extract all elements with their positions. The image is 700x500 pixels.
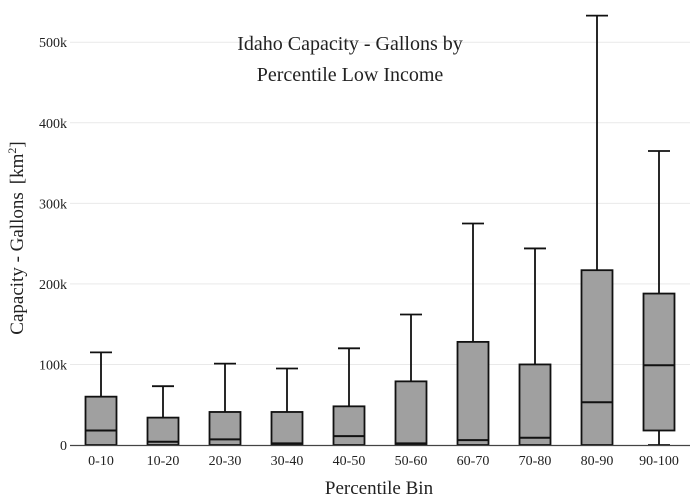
- box-0-10: [84, 351, 118, 446]
- x-tick-label: 70-80: [519, 454, 552, 469]
- y-tick-label: 300k: [39, 197, 67, 212]
- y-tick-label: 0: [60, 439, 67, 454]
- box-10-20: [146, 385, 180, 446]
- box-body: [456, 340, 490, 446]
- box-50-60: [394, 313, 428, 446]
- x-tick-label: 0-10: [88, 454, 114, 469]
- box-body: [270, 411, 304, 446]
- x-tick-label: 60-70: [457, 454, 490, 469]
- x-tick-label: 20-30: [209, 454, 242, 469]
- y-axis-title-main: Capacity - Gallons: [7, 192, 28, 334]
- box-body: [642, 292, 676, 432]
- box-20-30: [208, 362, 242, 446]
- box-body: [394, 380, 428, 446]
- box-body: [580, 269, 614, 446]
- box-body: [518, 363, 552, 446]
- chart-title-line-2: Percentile Low Income: [257, 64, 444, 86]
- x-tick-label: 50-60: [395, 454, 428, 469]
- box-40-50: [332, 347, 366, 446]
- y-axis-title: Capacity - Gallons [km2]: [5, 141, 28, 334]
- y-tick-labels: 0 100k 200k 300k 400k 500k: [39, 36, 67, 454]
- x-tick-label: 80-90: [581, 454, 614, 469]
- x-tick-label: 90-100: [639, 454, 679, 469]
- box-body: [84, 395, 118, 446]
- y-tick-label: 400k: [39, 117, 67, 132]
- x-tick-label: 10-20: [147, 454, 180, 469]
- x-tick-label: 30-40: [271, 454, 304, 469]
- box-body: [146, 416, 180, 446]
- y-axis-title-superscript: 2: [5, 148, 19, 154]
- y-axis-title-close: ]: [7, 141, 28, 147]
- box-70-80: [518, 247, 552, 446]
- x-axis-title: Percentile Bin: [325, 478, 434, 499]
- x-tick-label: 40-50: [333, 454, 366, 469]
- y-tick-label: 500k: [39, 36, 67, 51]
- y-tick-label: 200k: [39, 278, 67, 293]
- y-tick-label: 100k: [39, 358, 67, 373]
- y-axis-title-unit: [km: [7, 153, 28, 184]
- box-series: [84, 14, 676, 446]
- chart-title-line-1: Idaho Capacity - Gallons by: [237, 33, 463, 55]
- box-body: [332, 405, 366, 446]
- box-60-70: [456, 222, 490, 446]
- box-90-100: [642, 150, 676, 446]
- box-80-90: [580, 14, 614, 446]
- box-30-40: [270, 367, 304, 446]
- x-tick-labels: 0-10 10-20 20-30 30-40 40-50 50-60 60-70 70-80 8…: [88, 454, 679, 469]
